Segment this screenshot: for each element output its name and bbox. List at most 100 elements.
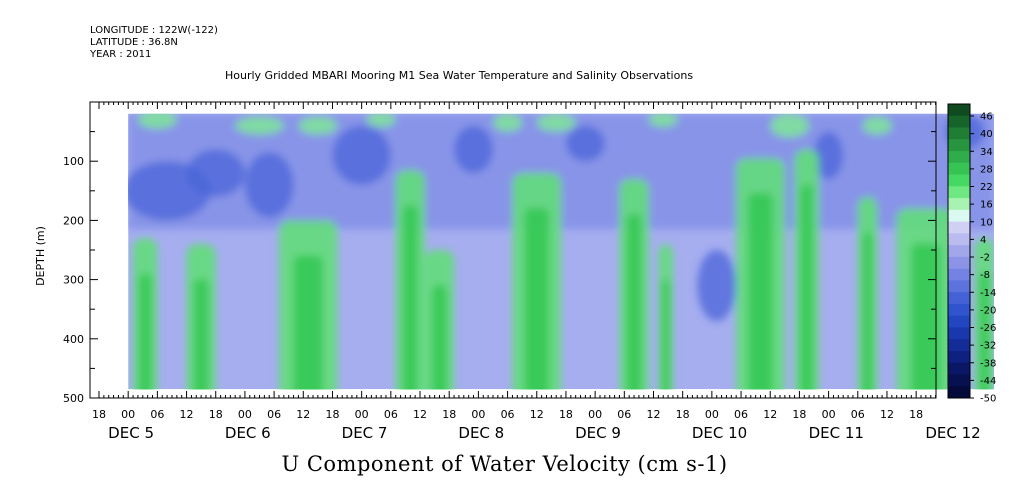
x-tick-label: 00 <box>588 408 602 421</box>
colorbar-label: 16 <box>980 200 993 211</box>
colorbar-swatch <box>948 268 970 281</box>
colorbar-swatch <box>948 303 970 317</box>
colorbar-label: -32 <box>980 341 996 352</box>
colorbar-border <box>947 103 971 399</box>
heatmap-green-core <box>524 208 549 390</box>
colorbar-swatch <box>948 245 970 258</box>
colorbar-swatch <box>948 315 970 328</box>
colorbar-label: 10 <box>980 217 993 228</box>
x-tick-label: 00 <box>238 408 252 421</box>
colorbar-swatch <box>948 386 970 399</box>
year-label: YEAR : 2011 <box>90 49 152 60</box>
colorbar-swatch <box>948 127 970 140</box>
colorbar-label: 34 <box>980 147 993 158</box>
heatmap-blue-cell <box>454 125 493 174</box>
colorbar-swatch <box>948 104 970 117</box>
heatmap-green-cell <box>298 116 338 135</box>
colorbar-swatch <box>948 139 970 152</box>
x-day-label: DEC 8 <box>458 424 504 442</box>
x-tick-label: 06 <box>501 408 515 421</box>
x-day-label: DEC 5 <box>108 424 154 442</box>
x-tick-label: 12 <box>880 408 894 421</box>
x-day-label: DEC 12 <box>925 424 980 442</box>
y-axis: 100 200 300 400 500 <box>63 131 936 405</box>
heatmap-green-cell <box>235 116 284 135</box>
heatmap-green-core <box>979 273 990 390</box>
x-axis-label: U Component of Water Velocity (cm s-1) <box>281 452 728 476</box>
heatmap-green-core <box>862 231 873 390</box>
colorbar-label: -8 <box>980 270 990 281</box>
heatmap-green-cell <box>536 113 576 132</box>
heatmap-green-core <box>800 184 813 390</box>
heatmap-blue-cell <box>697 249 737 322</box>
colorbar-label: -20 <box>980 305 996 316</box>
heatmap-green-core <box>139 273 152 390</box>
colorbar-swatch <box>948 221 970 234</box>
colorbar-label: -50 <box>980 394 996 405</box>
x-day-label: DEC 7 <box>342 424 388 442</box>
x-tick-label: 12 <box>296 408 310 421</box>
heatmap-green-cell <box>366 113 396 127</box>
colorbar-swatch <box>948 198 970 211</box>
longitude-label: LONGITUDE : 122W(-122) <box>90 25 218 36</box>
x-day-label: DEC 6 <box>225 424 271 442</box>
colorbar-swatch <box>948 256 970 270</box>
y-tick-label: 400 <box>63 333 84 346</box>
heatmap-blue-cell <box>814 131 844 179</box>
x-tick-label: 12 <box>763 408 777 421</box>
colorbar-label: -26 <box>980 323 996 334</box>
colorbar-label: -38 <box>980 358 996 369</box>
x-tick-label: 18 <box>209 408 223 421</box>
y-tick-label: 100 <box>63 155 84 168</box>
heatmap-green-core <box>293 255 323 390</box>
heatmap-green-core <box>626 213 642 390</box>
x-tick-label: 00 <box>822 408 836 421</box>
heatmap-green-core <box>432 285 447 390</box>
x-tick-label: 12 <box>413 408 427 421</box>
colorbar-label: -14 <box>980 288 996 299</box>
x-tick-label: 06 <box>384 408 398 421</box>
heatmap-green-core <box>193 279 209 390</box>
heatmap-green-cell <box>862 116 892 135</box>
x-tick-label: 18 <box>792 408 806 421</box>
colorbar-label: 46 <box>980 112 993 123</box>
x-tick-label: 06 <box>851 408 865 421</box>
colorbar-swatch <box>948 350 970 364</box>
heatmap-blue-cell <box>565 125 605 162</box>
colorbar-swatch <box>948 209 970 223</box>
chart-title: Hourly Gridded MBARI Mooring M1 Sea Wate… <box>225 69 694 82</box>
colorbar-swatch <box>948 115 970 129</box>
colorbar-swatch <box>948 174 970 187</box>
x-tick-label: 06 <box>267 408 281 421</box>
x-tick-label: 00 <box>471 408 485 421</box>
y-tick-label: 200 <box>63 214 84 227</box>
colorbar-swatch <box>948 339 970 352</box>
colorbar-swatch <box>948 151 970 164</box>
x-day-label: DEC 11 <box>809 424 864 442</box>
heatmap-blue-cell <box>186 149 245 197</box>
x-tick-label: 00 <box>355 408 369 421</box>
colorbar-swatch <box>948 162 970 176</box>
x-tick-label: 06 <box>150 408 164 421</box>
y-tick-label: 500 <box>63 392 84 405</box>
heatmap-green-core <box>403 205 418 390</box>
x-tick-label: 06 <box>734 408 748 421</box>
x-tick-label: 00 <box>121 408 135 421</box>
x-tick-label: 18 <box>909 408 923 421</box>
x-tick-label: 18 <box>559 408 573 421</box>
x-tick-label: 18 <box>325 408 339 421</box>
colorbar-swatch <box>948 186 970 199</box>
x-tick-label: 12 <box>646 408 660 421</box>
x-tick-label: 12 <box>180 408 194 421</box>
colorbar-label: 4 <box>980 235 986 246</box>
colorbar-label: 28 <box>980 164 993 175</box>
x-axis: 18 00 06 12 18 00 06 12 18 00 06 12 18 00 06 12 18 00 06 12… <box>92 102 981 442</box>
colorbar-label: 22 <box>980 182 993 193</box>
colorbar-swatch <box>948 374 970 387</box>
colorbar-swatch <box>948 362 970 375</box>
heatmap-green-cell <box>137 113 177 129</box>
colorbar-swatch <box>948 233 970 246</box>
y-axis-label: DEPTH (m) <box>34 226 47 286</box>
x-tick-label: 18 <box>676 408 690 421</box>
